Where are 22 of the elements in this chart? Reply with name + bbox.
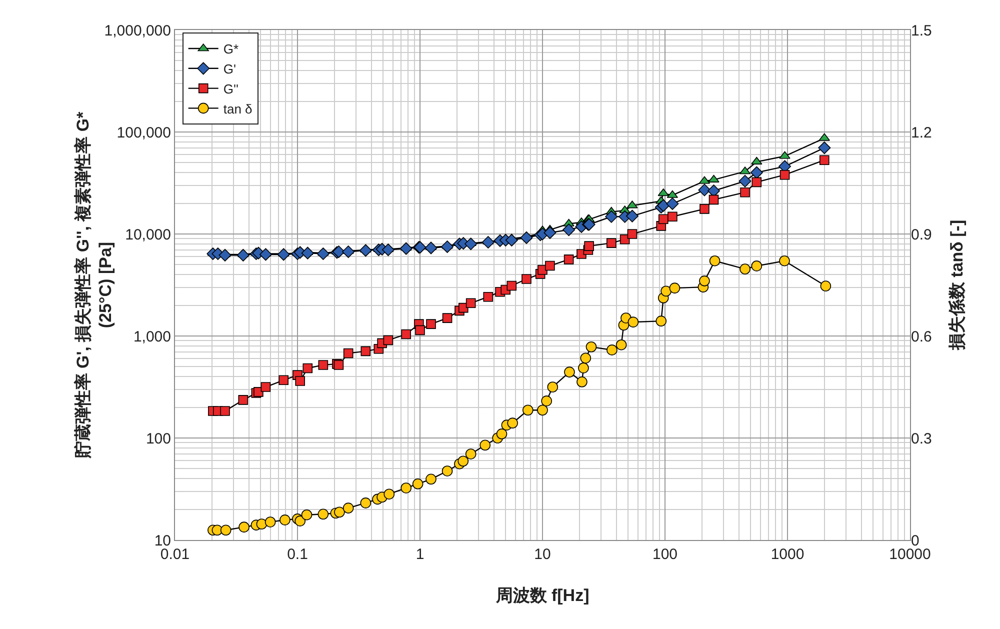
x-tick-label: 0.1 [287, 546, 308, 563]
y2-tick-label: 1.2 [911, 124, 932, 142]
y2-tick-label: 0.6 [911, 328, 932, 346]
x-tick-label: 10 [534, 546, 551, 563]
y2-tick-label: 1.5 [911, 22, 932, 40]
x-tick-label: 1 [416, 546, 424, 563]
legend-label: tan δ [223, 101, 252, 116]
legend-label: G* [223, 42, 239, 57]
x-tick-label: 1000 [770, 546, 804, 563]
y-axis-title: 貯蔵弾性率 G', 損失弾性率 G'', 複素弾性率 G* (25°C) [Pa] [74, 111, 115, 460]
y2-axis-title: 損失係数 tanδ [-] [948, 220, 966, 352]
y-tick-label: 100,000 [116, 124, 171, 142]
legend-label: G' [223, 61, 236, 76]
y2-tick-label: 0.3 [911, 430, 932, 448]
x-axis-title: 周波数 f[Hz] [494, 586, 590, 605]
legend-label: G'' [223, 81, 238, 96]
x-tick-label: 100 [652, 546, 678, 563]
y2-tick-label: 0.9 [911, 226, 932, 244]
y-tick-label: 10,000 [125, 226, 171, 244]
y-tick-label: 100 [146, 430, 171, 448]
y-tick-label: 1,000,000 [104, 22, 171, 40]
y-tick-label: 1,000 [133, 328, 171, 346]
